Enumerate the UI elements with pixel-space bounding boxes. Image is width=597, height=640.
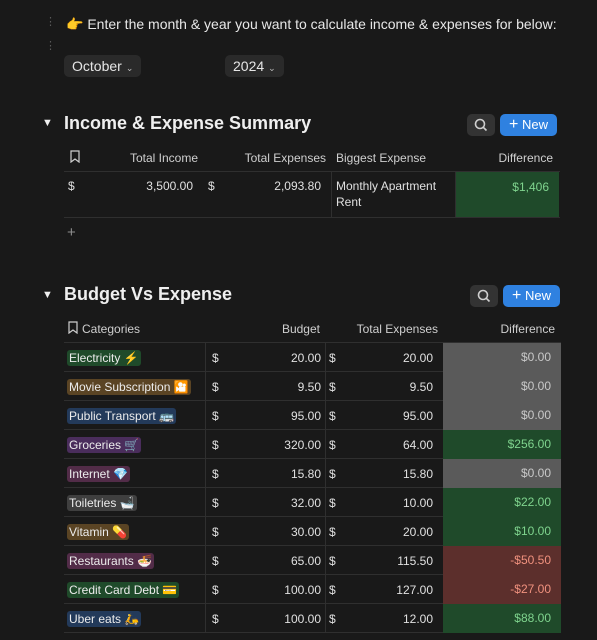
bookmark-icon: [70, 150, 80, 166]
difference-cell: -$50.50: [443, 546, 561, 575]
category-tag: Public Transport 🚌: [67, 408, 176, 424]
expense-currency: $: [329, 351, 336, 365]
budget-value: 9.50: [297, 380, 321, 394]
header-categories: Categories: [82, 322, 141, 336]
header-difference: Difference: [498, 151, 553, 165]
expense-currency: $: [329, 554, 336, 568]
year-select[interactable]: 2024 ⌄: [225, 55, 284, 77]
difference-cell: $256.00: [443, 430, 561, 459]
category-tag: Electricity ⚡: [67, 350, 141, 366]
drag-handle-icon[interactable]: ⋮: [45, 16, 56, 28]
header-budget: Budget: [281, 322, 320, 336]
total-income-value: 3,500.00: [146, 179, 193, 193]
summary-title: Income & Expense Summary: [64, 113, 312, 133]
month-select[interactable]: October ⌄: [64, 55, 142, 77]
budget-search-button[interactable]: [470, 285, 498, 307]
header-total-expenses: Total Expenses: [356, 322, 438, 336]
difference-cell: -$27.00: [443, 575, 561, 604]
budget-currency: $: [212, 554, 219, 568]
budget-currency: $: [212, 438, 219, 452]
budget-value: 30.00: [290, 525, 321, 539]
total-expenses-value: 2,093.80: [274, 179, 321, 193]
header-difference: Difference: [500, 322, 555, 336]
difference-cell: $10.00: [443, 517, 561, 546]
budget-currency: $: [212, 496, 219, 510]
budget-currency: $: [212, 612, 219, 626]
search-icon: [477, 289, 491, 303]
budget-value: 320.00: [284, 438, 321, 452]
chevron-down-icon: ⌄: [268, 63, 276, 73]
budget-value: 20.00: [290, 351, 321, 365]
budget-value: 95.00: [290, 409, 321, 423]
category-tag: Restaurants 🍜: [67, 553, 154, 569]
biggest-expense-value: Monthly Apartment Rent: [336, 179, 437, 209]
difference-cell: $1,406: [456, 172, 559, 217]
budget-currency: $: [212, 409, 219, 423]
expense-value: 9.50: [409, 380, 433, 394]
plus-icon: +: [509, 116, 519, 133]
budget-value: 100.00: [284, 612, 321, 626]
difference-cell: $22.00: [443, 488, 561, 517]
category-tag: Credit Card Debt 💳: [67, 582, 180, 598]
collapse-toggle-icon[interactable]: ▼: [42, 117, 53, 129]
drag-handle-icon[interactable]: ⋮: [45, 40, 56, 52]
budget-value: 100.00: [284, 583, 321, 597]
budget-currency: $: [212, 380, 219, 394]
budget-title: Budget Vs Expense: [64, 284, 233, 304]
budget-currency: $: [212, 351, 219, 365]
expense-value: 20.00: [402, 351, 433, 365]
plus-icon: +: [512, 287, 522, 304]
difference-cell: $0.00: [443, 372, 561, 401]
difference-cell: $0.00: [443, 459, 561, 488]
expense-currency: $: [329, 409, 336, 423]
category-tag: Internet 💎: [67, 466, 130, 482]
budget-currency: $: [212, 525, 219, 539]
difference-cell: $0.00: [443, 343, 561, 372]
expense-currency: $: [329, 583, 336, 597]
intro-text: 👉 Enter the month & year you want to cal…: [66, 16, 557, 32]
difference-cell: $0.00: [443, 401, 561, 430]
expense-value: 20.00: [402, 525, 433, 539]
expense-currency: $: [329, 612, 336, 626]
category-tag: Toiletries 🛁: [67, 495, 137, 511]
expense-currency: $: [329, 380, 336, 394]
expense-value: 12.00: [402, 612, 433, 626]
budget-new-button[interactable]: + New: [503, 285, 560, 307]
expense-value: 127.00: [396, 583, 433, 597]
expense-value: 115.50: [397, 554, 433, 568]
category-tag: Vitamin 💊: [67, 524, 130, 540]
budget-value: 32.00: [290, 496, 321, 510]
header-total-income: Total Income: [129, 151, 198, 165]
difference-cell: $88.00: [443, 604, 561, 633]
expense-value: 10.00: [402, 496, 433, 510]
expense-value: 15.80: [402, 467, 433, 481]
budget-value: 65.00: [290, 554, 321, 568]
chevron-down-icon: ⌄: [125, 63, 134, 73]
search-icon: [474, 118, 488, 132]
summary-new-button[interactable]: + New: [500, 114, 557, 136]
add-row-button[interactable]: +: [67, 224, 76, 241]
budget-currency: $: [212, 583, 219, 597]
expense-value: 64.00: [402, 438, 433, 452]
header-biggest-expense: Biggest Expense: [336, 151, 427, 165]
collapse-toggle-icon[interactable]: ▼: [42, 289, 53, 301]
category-tag: Groceries 🛒: [67, 437, 142, 453]
bookmark-icon: [68, 321, 78, 337]
budget-currency: $: [212, 467, 219, 481]
expense-currency: $: [329, 467, 336, 481]
header-total-expenses: Total Expenses: [244, 151, 326, 165]
category-tag: Movie Subscription 🎦: [67, 379, 191, 395]
expense-currency: $: [329, 438, 336, 452]
category-tag: Uber eats 🛵: [67, 611, 142, 627]
expense-currency: $: [329, 525, 336, 539]
expense-value: 95.00: [402, 409, 433, 423]
summary-search-button[interactable]: [467, 114, 495, 136]
budget-value: 15.80: [290, 467, 321, 481]
pointing-hand-icon: 👉: [66, 16, 84, 32]
expense-currency: $: [329, 496, 336, 510]
